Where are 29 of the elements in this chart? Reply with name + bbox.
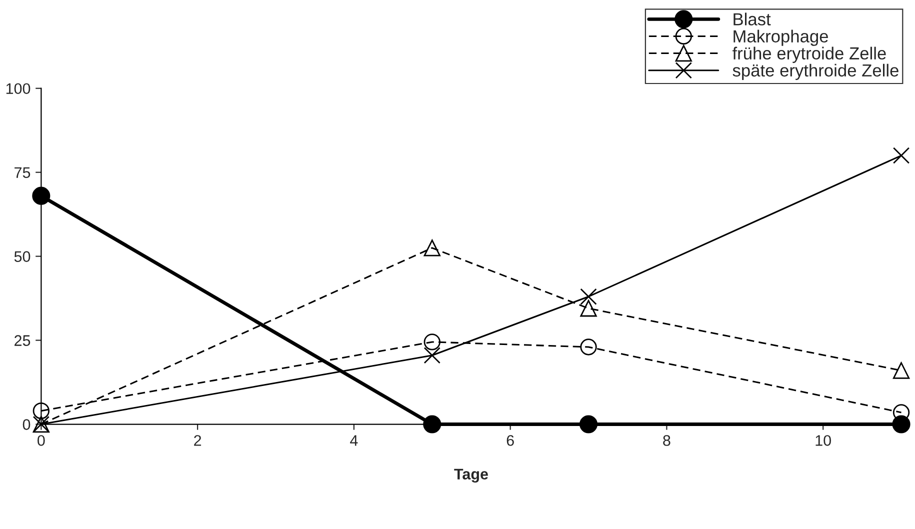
x-tick-label: 6 [506, 435, 514, 446]
point [580, 338, 597, 356]
point [32, 402, 50, 420]
y-tick-label: 0 [22, 419, 30, 430]
y-tick-label: 100 [6, 83, 30, 94]
point [580, 288, 597, 305]
point [424, 240, 440, 256]
point [424, 334, 440, 350]
legend-label: Makrophage [734, 30, 828, 46]
point [892, 362, 910, 379]
point [892, 147, 910, 164]
y-tick-label: 50 [14, 251, 30, 262]
x-tick-label: 10 [816, 435, 831, 446]
point [32, 186, 50, 205]
y-tick-label: 75 [14, 167, 30, 178]
x-tick-label: 2 [194, 435, 202, 446]
point [580, 300, 597, 317]
x-tick-label: 4 [350, 435, 358, 446]
point [424, 347, 440, 364]
point [423, 415, 442, 434]
x-tick-label: 8 [663, 435, 670, 446]
point [892, 415, 910, 434]
legend-label: Blast [734, 12, 771, 26]
x-tick-label: 0 [38, 435, 45, 446]
legend-label: frühe erytroide Zelle [732, 46, 886, 63]
y-tick-label: 25 [14, 335, 30, 346]
point [579, 415, 598, 434]
x-axis-title: Tage [454, 468, 488, 483]
legend-label: späte erythroide Zelle [732, 64, 898, 80]
